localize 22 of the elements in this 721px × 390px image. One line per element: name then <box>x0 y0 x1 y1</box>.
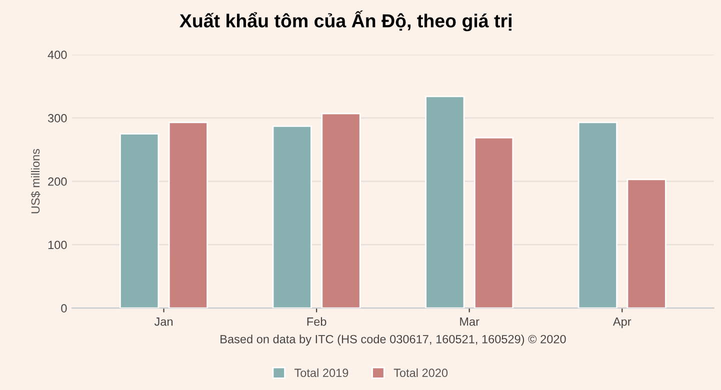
bar <box>626 178 666 308</box>
y-tick-label: 400 <box>48 50 67 59</box>
chart-title: Xuất khẩu tôm của Ấn Độ, theo giá trị <box>180 10 512 32</box>
y-tick-label: 200 <box>48 177 67 186</box>
x-tick-label: Mar <box>460 318 480 326</box>
bar <box>474 136 514 308</box>
legend-label: Total 2020 <box>394 368 448 378</box>
bar <box>272 126 312 308</box>
bar <box>321 112 361 308</box>
bar <box>168 122 208 308</box>
y-tick-label: 300 <box>48 114 67 122</box>
text: Based on data by ITC (HS code 030617, 160521, 160529) © 2020 <box>220 334 566 346</box>
x-tick-label: Feb <box>307 317 326 326</box>
y-axis-title: US$ millions <box>30 148 40 214</box>
x-tick-label: Jan <box>154 318 173 326</box>
legend-label: Total 2019 <box>294 368 348 378</box>
y-tick-label: 100 <box>48 240 67 250</box>
bar <box>425 96 465 308</box>
x-tick-label: Apr <box>612 318 632 328</box>
bar <box>120 133 160 308</box>
bar <box>578 122 618 308</box>
y-tick-label: 0 <box>61 304 67 312</box>
